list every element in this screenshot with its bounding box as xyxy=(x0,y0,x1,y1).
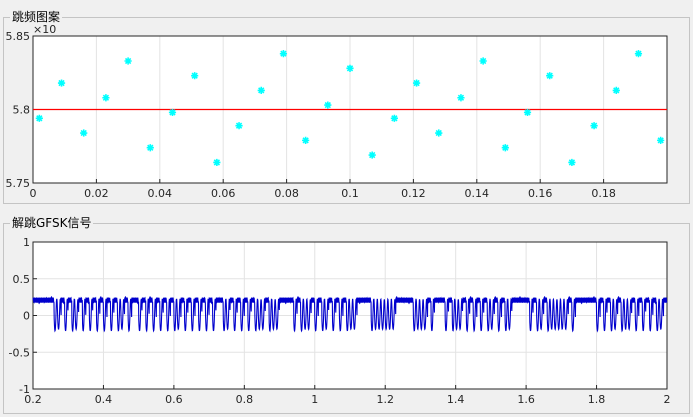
hop-point xyxy=(191,72,199,80)
gfsk-xtick-label: 1.6 xyxy=(517,393,535,406)
hop-point xyxy=(213,158,221,167)
hop-pattern-panel-title: 跳频图案 xyxy=(10,10,63,24)
gfsk-xtick-label: 1.4 xyxy=(447,393,465,406)
hop-xtick-label: 0.08 xyxy=(274,187,299,200)
gfsk-xtick-label: 1 xyxy=(311,393,318,406)
hop-point xyxy=(368,151,376,159)
hop-point xyxy=(57,79,66,87)
gfsk-xtick-label: 0.2 xyxy=(24,393,42,406)
gfsk-xtick-label: 1.8 xyxy=(588,393,606,406)
hop-point xyxy=(435,129,443,137)
gfsk-ytick-label: -1 xyxy=(19,383,30,396)
hop-point xyxy=(80,129,88,137)
hop-point xyxy=(35,114,43,122)
hop-point xyxy=(523,108,532,117)
hop-point xyxy=(479,57,487,65)
hop-xtick-label: 0.12 xyxy=(401,187,426,200)
hop-pattern-panel xyxy=(3,17,690,204)
hop-point xyxy=(235,122,243,130)
hop-point xyxy=(302,136,310,144)
hop-xtick-label: 0.16 xyxy=(528,187,553,200)
gfsk-signal-line xyxy=(32,295,668,333)
hop-ytick-label: 5.75 xyxy=(6,177,31,190)
hop-point xyxy=(257,86,265,94)
hop-point xyxy=(279,50,288,58)
hop-point xyxy=(412,79,421,87)
hop-xtick-label: 0.04 xyxy=(148,187,173,200)
hop-point xyxy=(324,101,332,109)
gfsk-xtick-label: 1.2 xyxy=(376,393,394,406)
hop-point xyxy=(346,64,354,72)
hop-point xyxy=(146,144,154,152)
hop-ytick-label: 5.85 xyxy=(6,30,31,43)
hop-point xyxy=(168,108,177,117)
hop-point xyxy=(634,50,643,58)
hop-point xyxy=(590,122,598,130)
hop-xtick-label: 0 xyxy=(30,187,37,200)
hop-point xyxy=(568,158,576,167)
hop-xtick-label: 0.02 xyxy=(84,187,109,200)
hop-point xyxy=(102,94,110,102)
hop-point xyxy=(390,114,398,122)
gfsk-xtick-label: 2 xyxy=(664,393,671,406)
hop-point xyxy=(457,94,465,102)
hop-point xyxy=(657,136,665,144)
gfsk-xtick-label: 0.4 xyxy=(95,393,113,406)
gfsk-xtick-label: 0.6 xyxy=(165,393,183,406)
hop-point xyxy=(546,72,554,80)
hop-xtick-label: 0.06 xyxy=(211,187,236,200)
hop-point xyxy=(124,57,132,65)
hop-point xyxy=(612,86,620,94)
hop-point xyxy=(501,144,509,152)
hop-xtick-label: 0.1 xyxy=(341,187,359,200)
dehop-gfsk-panel-title: 解跳GFSK信号 xyxy=(10,216,94,230)
gfsk-ytick-label: 0 xyxy=(23,310,30,323)
gfsk-xtick-label: 0.8 xyxy=(236,393,254,406)
dehop-gfsk-panel xyxy=(3,223,690,414)
hop-ytick-label: 5.8 xyxy=(13,104,31,117)
gfsk-ytick-label: 0.5 xyxy=(13,273,31,286)
hop-exponent-label: ×10 xyxy=(33,23,56,36)
gfsk-ytick-label: -0.5 xyxy=(9,346,30,359)
hop-xtick-label: 0.18 xyxy=(591,187,616,200)
hop-xtick-label: 0.14 xyxy=(465,187,490,200)
gfsk-ytick-label: 1 xyxy=(23,236,30,249)
